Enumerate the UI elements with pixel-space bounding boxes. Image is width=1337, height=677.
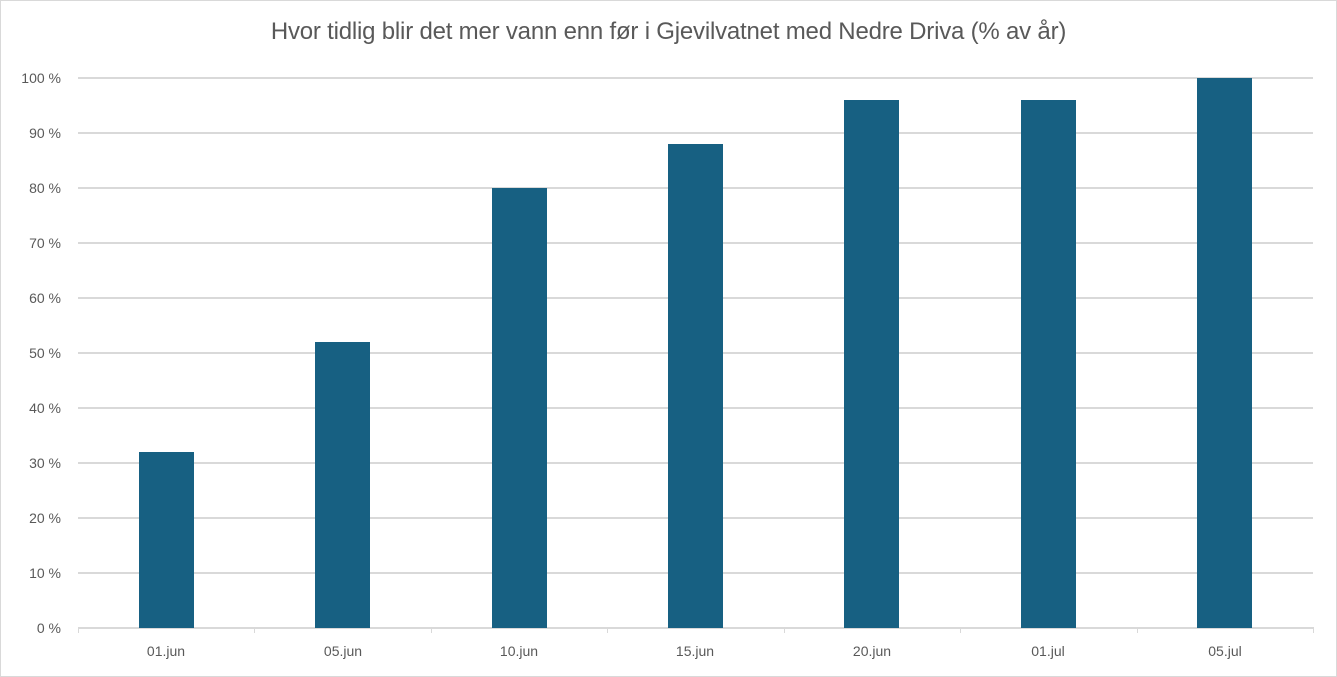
- bar-01.jun[interactable]: [139, 452, 194, 628]
- y-tick-label: 100 %: [21, 70, 61, 86]
- y-tick-label: 50 %: [29, 345, 61, 361]
- chart-title: Hvor tidlig blir det mer vann enn før i …: [270, 18, 1067, 45]
- x-tick-mark: [1313, 627, 1314, 633]
- x-tick-label: 05.jul: [1208, 643, 1242, 659]
- bar-05.jun[interactable]: [315, 342, 370, 628]
- bar-01.jul[interactable]: [1021, 100, 1076, 628]
- y-tick-label: 30 %: [29, 455, 61, 471]
- x-tick-label: 15.jun: [675, 643, 715, 659]
- gridline: [78, 77, 1313, 79]
- y-tick-label: 10 %: [29, 565, 61, 581]
- x-tick-label: 01.jul: [1031, 643, 1065, 659]
- x-tick-mark: [1137, 627, 1138, 633]
- y-tick-label: 90 %: [29, 125, 61, 141]
- bar-10.jun[interactable]: [492, 188, 547, 628]
- y-tick-label: 40 %: [29, 400, 61, 416]
- x-axis-line: [78, 627, 1313, 629]
- x-tick-label: 01.jun: [146, 643, 186, 659]
- bar-15.jun[interactable]: [668, 144, 723, 628]
- x-tick-mark: [784, 627, 785, 633]
- x-tick-mark: [960, 627, 961, 633]
- gridline: [78, 132, 1313, 134]
- x-tick-mark: [431, 627, 432, 633]
- x-tick-mark: [254, 627, 255, 633]
- y-tick-label: 60 %: [29, 290, 61, 306]
- x-tick-mark: [78, 627, 79, 633]
- y-tick-label: 70 %: [29, 235, 61, 251]
- y-tick-label: 0 %: [36, 620, 61, 636]
- x-tick-label: 10.jun: [499, 643, 539, 659]
- x-tick-label: 05.jun: [323, 643, 363, 659]
- bar-05.jul[interactable]: [1197, 78, 1252, 628]
- x-tick-label: 20.jun: [852, 643, 892, 659]
- y-tick-label: 80 %: [29, 180, 61, 196]
- y-tick-label: 20 %: [29, 510, 61, 526]
- bar-20.jun[interactable]: [844, 100, 899, 628]
- x-tick-mark: [607, 627, 608, 633]
